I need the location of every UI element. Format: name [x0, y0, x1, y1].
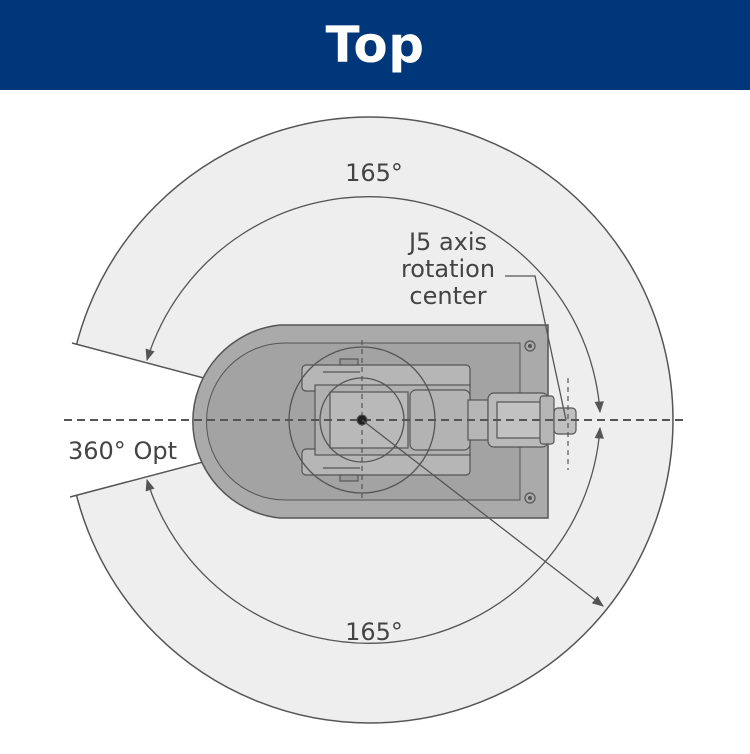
angle-label-bottom: 165° — [345, 618, 403, 646]
j5-label-line3: center — [409, 282, 486, 310]
header-bar: Top — [0, 0, 750, 90]
page-title: Top — [325, 16, 425, 74]
j5-label-line2: rotation — [401, 255, 495, 283]
angle-arc-bottom — [145, 426, 604, 644]
j5-label-line1: J5 axis — [407, 228, 487, 256]
diagram-svg: 165° 165° 360° Opt J5 axis rotation cent… — [64, 116, 688, 724]
angle-label-top: 165° — [345, 159, 403, 187]
reach-radius-arrow — [361, 419, 604, 607]
j5-leader-line — [505, 275, 567, 421]
top-view-diagram: 165° 165° 360° Opt J5 axis rotation cent… — [0, 90, 750, 750]
option-label: 360° Opt — [68, 437, 177, 465]
angle-arc-top — [145, 196, 604, 414]
